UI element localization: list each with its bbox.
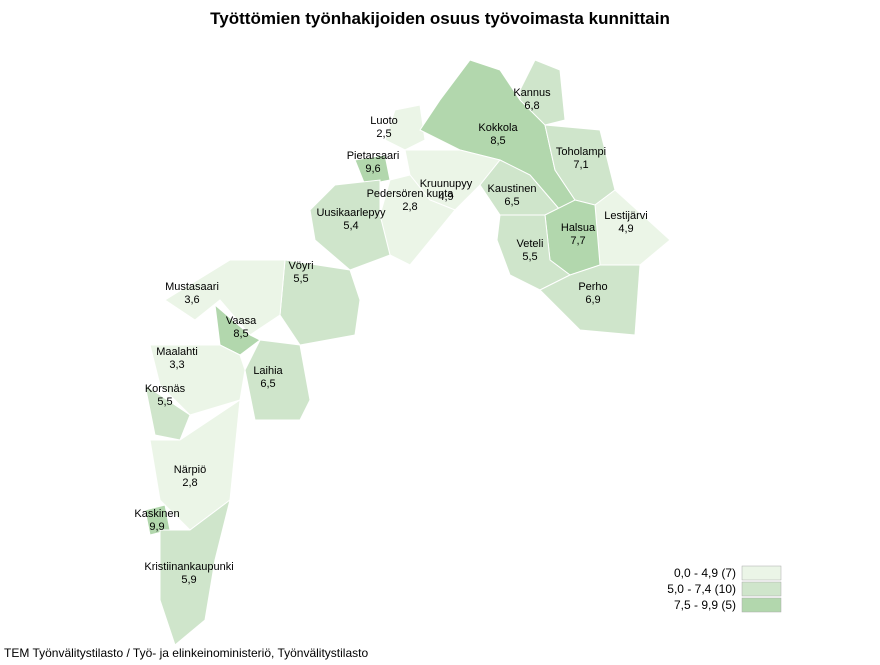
region-value: 8,5 bbox=[490, 135, 505, 147]
region-value: 2,8 bbox=[182, 477, 197, 489]
region-value: 3,6 bbox=[184, 294, 199, 306]
region-name: Laihia bbox=[253, 365, 283, 377]
region-value: 3,3 bbox=[169, 359, 184, 371]
region bbox=[214, 303, 261, 356]
region-name: Kaskinen bbox=[134, 508, 179, 520]
region-value: 2,5 bbox=[376, 128, 391, 140]
region-value: 2,8 bbox=[402, 201, 417, 213]
region-name: Kaustinen bbox=[488, 183, 537, 195]
region bbox=[244, 339, 311, 421]
region-name: Mustasaari bbox=[165, 281, 219, 293]
region-value: 5,9 bbox=[181, 574, 196, 586]
region-name: Närpiö bbox=[174, 464, 206, 476]
region-name: Perho bbox=[578, 281, 607, 293]
legend-swatch bbox=[741, 581, 782, 597]
region-value: 5,4 bbox=[343, 220, 358, 232]
region-value: 7,7 bbox=[570, 235, 585, 247]
source: TEM Työnvälitystilasto / Työ- ja elinkei… bbox=[4, 646, 368, 660]
legend-label: 0,0 - 4,9 (7) bbox=[674, 566, 736, 580]
region-name: Vöyri bbox=[288, 260, 313, 272]
region-name: Uusikaarlepyy bbox=[316, 207, 386, 219]
region bbox=[164, 259, 286, 336]
region-value: 9,9 bbox=[149, 521, 164, 533]
region-value: 8,5 bbox=[233, 328, 248, 340]
region-name: Lestijärvi bbox=[604, 210, 647, 222]
region-name: Kokkola bbox=[478, 122, 518, 134]
region-value: 4,9 bbox=[618, 223, 633, 235]
region-name: Luoto bbox=[370, 115, 398, 127]
legend-label: 7,5 - 9,9 (5) bbox=[674, 598, 736, 612]
region-name: Halsua bbox=[561, 222, 596, 234]
region-value: 6,5 bbox=[504, 196, 519, 208]
region bbox=[539, 264, 641, 336]
region-value: 9,6 bbox=[365, 163, 380, 175]
region-name: Korsnäs bbox=[145, 383, 186, 395]
region bbox=[149, 344, 246, 416]
map-title: Työttömien työnhakijoiden osuus työvoima… bbox=[210, 9, 670, 28]
legend-swatch bbox=[741, 597, 782, 613]
region-name: Kruunupyy bbox=[420, 178, 473, 190]
region-name: Toholampi bbox=[556, 146, 606, 158]
region-name: Maalahti bbox=[156, 346, 198, 358]
region-value: 5,5 bbox=[293, 273, 308, 285]
region-value: 6,9 bbox=[585, 294, 600, 306]
region-name: Kristiinankaupunki bbox=[144, 561, 233, 573]
region bbox=[384, 104, 426, 151]
region-value: 7,1 bbox=[573, 159, 588, 171]
region bbox=[159, 498, 231, 646]
region bbox=[279, 259, 361, 346]
region-name: Veteli bbox=[517, 238, 544, 250]
region-name: Vaasa bbox=[226, 315, 257, 327]
region-name: Kannus bbox=[513, 87, 551, 99]
region-name: Pietarsaari bbox=[347, 150, 400, 162]
region-value: 6,8 bbox=[524, 100, 539, 112]
legend-swatch bbox=[741, 565, 782, 581]
region-value: 6,5 bbox=[260, 378, 275, 390]
region-value: 5,5 bbox=[157, 396, 172, 408]
region-name: Pedersören kunta bbox=[367, 188, 455, 200]
region-value: 4,9 bbox=[438, 191, 453, 203]
region-value: 5,5 bbox=[522, 251, 537, 263]
region bbox=[309, 179, 391, 271]
legend-label: 5,0 - 7,4 (10) bbox=[667, 582, 736, 596]
